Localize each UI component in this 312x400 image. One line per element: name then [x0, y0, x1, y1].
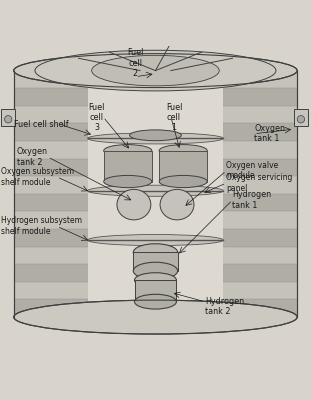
Ellipse shape	[129, 130, 181, 141]
Polygon shape	[88, 74, 223, 314]
Polygon shape	[14, 282, 297, 300]
Polygon shape	[14, 247, 297, 264]
Ellipse shape	[92, 55, 219, 86]
Text: Oxygen
tank 1: Oxygen tank 1	[254, 124, 285, 144]
Polygon shape	[14, 176, 297, 194]
Text: Fuel
cell
3: Fuel cell 3	[89, 102, 105, 132]
Polygon shape	[14, 264, 297, 282]
Polygon shape	[14, 300, 297, 317]
Text: Hydrogen
tank 1: Hydrogen tank 1	[232, 190, 272, 210]
Polygon shape	[14, 70, 297, 88]
Polygon shape	[14, 159, 297, 176]
Bar	[1, 109, 15, 126]
Polygon shape	[14, 88, 297, 106]
Polygon shape	[14, 194, 297, 212]
Text: Fuel cell shelf: Fuel cell shelf	[14, 120, 68, 129]
Ellipse shape	[159, 176, 207, 188]
Polygon shape	[14, 141, 297, 159]
Text: Fuel
cell
2: Fuel cell 2	[127, 48, 144, 78]
Bar	[133, 252, 178, 271]
Ellipse shape	[133, 262, 178, 280]
Ellipse shape	[117, 189, 151, 220]
Ellipse shape	[88, 133, 223, 144]
Polygon shape	[14, 212, 297, 229]
Bar	[159, 151, 207, 182]
Text: Oxygen
tank 2: Oxygen tank 2	[17, 147, 48, 166]
Text: Oxygen servicing
panel: Oxygen servicing panel	[226, 173, 293, 193]
Bar	[104, 151, 152, 182]
Text: Oxygen subsystem
shelf module: Oxygen subsystem shelf module	[1, 167, 74, 186]
Text: Hydrogen subsystem
shelf module: Hydrogen subsystem shelf module	[1, 216, 82, 236]
Ellipse shape	[159, 144, 207, 157]
Ellipse shape	[104, 176, 152, 188]
Ellipse shape	[133, 244, 178, 261]
Text: Fuel
cell
1: Fuel cell 1	[166, 102, 182, 132]
Ellipse shape	[134, 273, 176, 288]
Ellipse shape	[88, 234, 223, 246]
Ellipse shape	[35, 50, 276, 91]
Text: Hydrogen
tank 2: Hydrogen tank 2	[205, 297, 244, 316]
Polygon shape	[14, 229, 297, 247]
Ellipse shape	[104, 144, 152, 157]
Polygon shape	[14, 124, 297, 141]
Bar	[294, 109, 308, 126]
Ellipse shape	[14, 300, 297, 334]
Ellipse shape	[88, 185, 223, 196]
Ellipse shape	[297, 116, 305, 123]
Ellipse shape	[160, 189, 194, 220]
Polygon shape	[14, 106, 297, 124]
Ellipse shape	[134, 294, 176, 309]
Ellipse shape	[4, 116, 12, 123]
Ellipse shape	[14, 54, 297, 88]
Bar	[134, 280, 176, 302]
Text: Oxygen valve
module: Oxygen valve module	[226, 161, 279, 180]
